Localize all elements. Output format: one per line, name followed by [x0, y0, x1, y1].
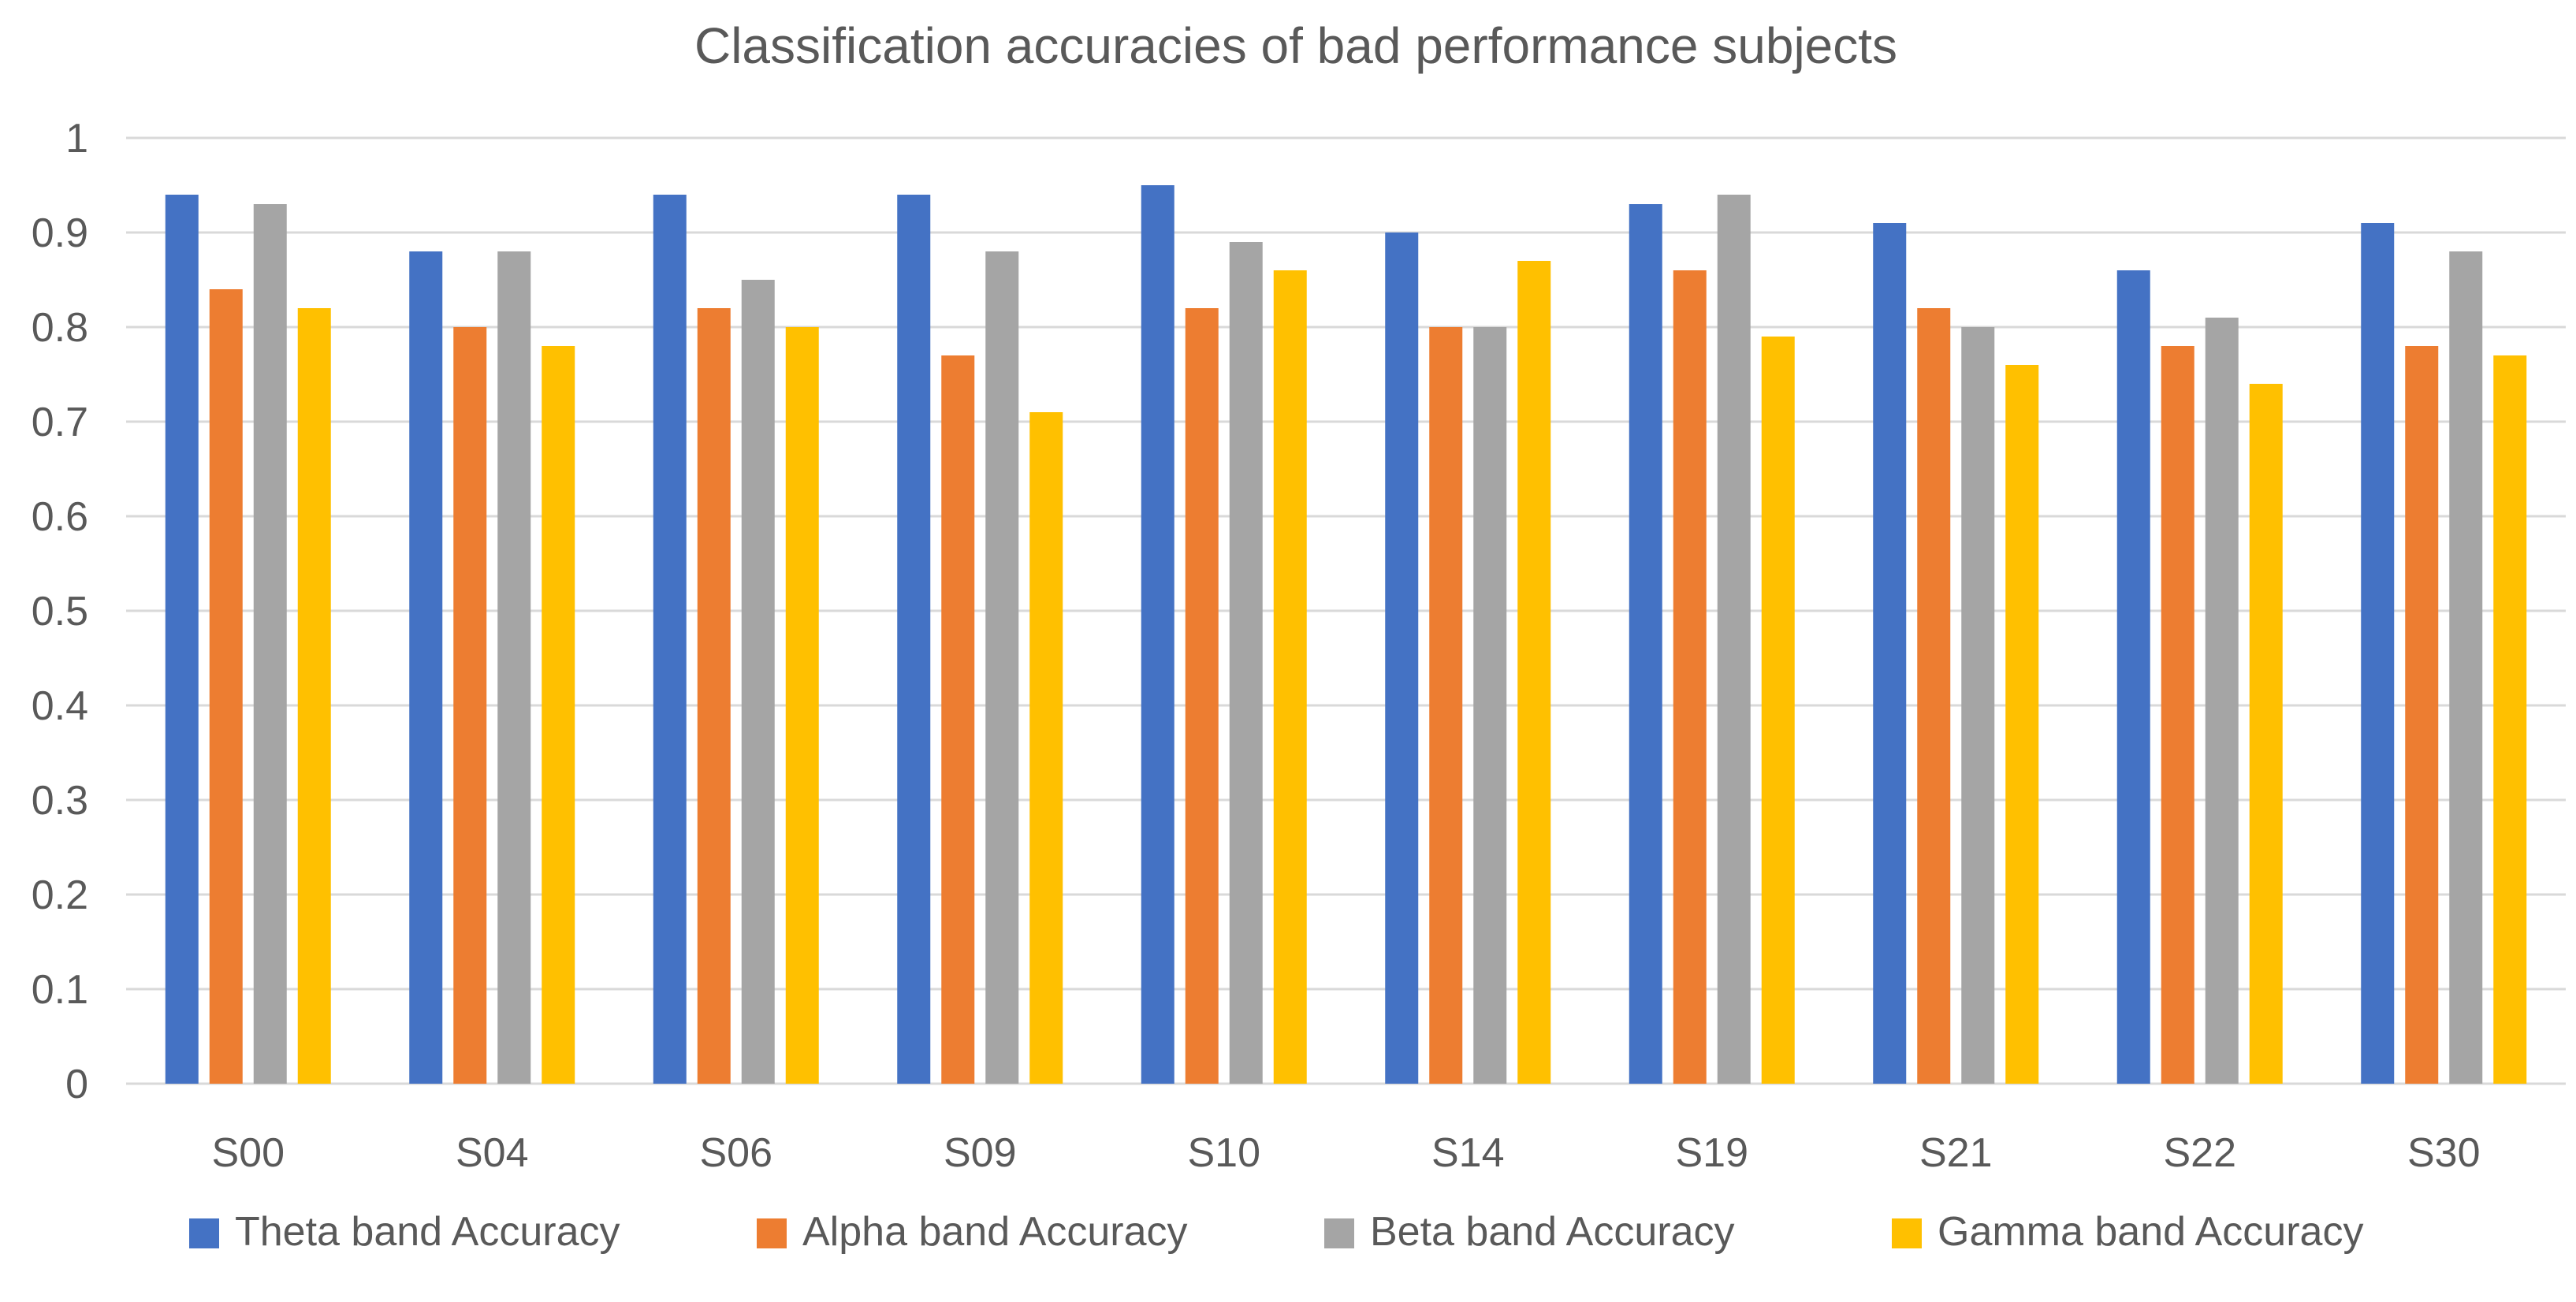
bars — [165, 185, 2527, 1084]
legend-swatch — [1892, 1218, 1922, 1248]
bar-alpha-s04 — [453, 327, 487, 1084]
bar-theta-s04 — [409, 251, 443, 1084]
y-axis-tick-labels: 0 0.1 0.2 0.3 0.4 0.5 0.6 0.7 0.8 0.9 1 — [32, 116, 88, 1107]
y-tick-label: 0.7 — [32, 400, 88, 445]
legend-label: Alpha band Accuracy — [802, 1209, 1188, 1255]
x-tick-label: S09 — [944, 1130, 1017, 1176]
y-tick-label: 0.4 — [32, 683, 88, 729]
y-tick-label: 0.1 — [32, 967, 88, 1013]
bar-theta-s19 — [1629, 204, 1662, 1084]
bar-gamma-s09 — [1029, 412, 1063, 1084]
y-tick-label: 0.9 — [32, 210, 88, 256]
legend-item: Theta band Accuracy — [189, 1209, 620, 1255]
bar-beta-s30 — [2449, 251, 2483, 1084]
bar-beta-s19 — [1717, 195, 1751, 1084]
bar-gamma-s21 — [2005, 365, 2039, 1084]
bar-alpha-s22 — [2161, 346, 2194, 1084]
bar-gamma-s00 — [297, 308, 331, 1084]
bar-gamma-s10 — [1273, 270, 1307, 1084]
bar-alpha-s09 — [941, 355, 975, 1084]
legend-item: Gamma band Accuracy — [1892, 1209, 2363, 1255]
y-tick-label: 0.3 — [32, 778, 88, 824]
legend-swatch — [189, 1218, 219, 1248]
legend-label: Gamma band Accuracy — [1938, 1209, 2363, 1255]
x-tick-label: S10 — [1187, 1130, 1260, 1176]
bar-alpha-s14 — [1429, 327, 1463, 1084]
bar-gamma-s04 — [542, 346, 575, 1084]
bar-alpha-s00 — [209, 289, 243, 1084]
bar-gamma-s22 — [2249, 384, 2283, 1084]
x-tick-label: S14 — [1431, 1130, 1505, 1176]
legend-item: Beta band Accuracy — [1324, 1209, 1735, 1255]
bar-beta-s22 — [2205, 318, 2239, 1084]
y-tick-label: 0.8 — [32, 305, 88, 351]
bar-alpha-s10 — [1185, 308, 1219, 1084]
bar-beta-s00 — [253, 204, 287, 1084]
bar-theta-s06 — [653, 195, 687, 1084]
chart-title: Classification accuracies of bad perform… — [694, 17, 1897, 74]
y-tick-label: 0.2 — [32, 872, 88, 918]
bar-beta-s14 — [1473, 327, 1507, 1084]
bar-theta-s30 — [2361, 223, 2395, 1084]
bar-gamma-s14 — [1517, 261, 1551, 1084]
x-tick-label: S19 — [1675, 1130, 1748, 1176]
x-tick-label: S22 — [2163, 1130, 2236, 1176]
bar-beta-s09 — [985, 251, 1019, 1084]
bar-gamma-s30 — [2493, 355, 2527, 1084]
bar-alpha-s30 — [2405, 346, 2439, 1084]
y-tick-label: 0.5 — [32, 589, 88, 634]
bar-alpha-s06 — [697, 308, 731, 1084]
x-axis-tick-labels: S00 S04 S06 S09 S10 S14 S19 S21 S22 S30 — [211, 1130, 2480, 1176]
bar-beta-s04 — [497, 251, 531, 1084]
bar-gamma-s06 — [785, 327, 819, 1084]
bar-theta-s21 — [1873, 223, 1907, 1084]
gridlines — [126, 136, 2566, 1085]
x-tick-label: S30 — [2407, 1130, 2481, 1176]
legend-swatch — [1324, 1218, 1354, 1248]
bar-beta-s21 — [1961, 327, 1995, 1084]
x-tick-label: S04 — [456, 1130, 529, 1176]
y-tick-label: 0.6 — [32, 494, 88, 540]
x-tick-label: S00 — [211, 1130, 285, 1176]
bar-theta-s09 — [897, 195, 931, 1084]
legend-swatch — [757, 1218, 787, 1248]
bar-theta-s00 — [165, 195, 199, 1084]
bar-theta-s22 — [2116, 270, 2150, 1084]
bar-beta-s10 — [1229, 242, 1263, 1084]
legend-label: Beta band Accuracy — [1370, 1209, 1735, 1255]
legend-label: Theta band Accuracy — [235, 1209, 620, 1255]
bar-beta-s06 — [741, 280, 775, 1084]
bar-theta-s10 — [1141, 185, 1174, 1084]
x-tick-label: S21 — [1919, 1130, 1993, 1176]
bar-alpha-s19 — [1673, 270, 1707, 1084]
legend-item: Alpha band Accuracy — [757, 1209, 1188, 1255]
bar-theta-s14 — [1385, 232, 1419, 1084]
legend: Theta band Accuracy Alpha band Accuracy Be… — [189, 1209, 2363, 1255]
y-tick-label: 0 — [65, 1062, 88, 1107]
bar-alpha-s21 — [1917, 308, 1951, 1084]
y-tick-label: 1 — [65, 116, 88, 162]
bar-gamma-s19 — [1761, 337, 1795, 1084]
x-tick-label: S06 — [699, 1130, 772, 1176]
